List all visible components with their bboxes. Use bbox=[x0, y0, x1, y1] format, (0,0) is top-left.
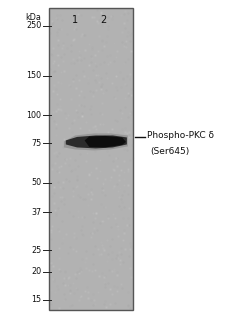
Bar bbox=[49, 8, 133, 310]
Polygon shape bbox=[85, 136, 126, 147]
Text: (Ser645): (Ser645) bbox=[150, 147, 190, 156]
Text: kDa: kDa bbox=[25, 13, 41, 22]
Text: 75: 75 bbox=[31, 139, 41, 148]
Text: 37: 37 bbox=[31, 208, 41, 217]
Text: 50: 50 bbox=[31, 178, 41, 187]
Text: 25: 25 bbox=[31, 246, 41, 255]
Text: 2: 2 bbox=[100, 15, 106, 25]
Text: 150: 150 bbox=[26, 71, 41, 80]
Text: Phospho-PKC δ: Phospho-PKC δ bbox=[147, 131, 214, 140]
Text: 250: 250 bbox=[26, 22, 41, 30]
Text: 20: 20 bbox=[31, 267, 41, 276]
Text: 1: 1 bbox=[72, 15, 78, 25]
Text: 100: 100 bbox=[26, 111, 41, 120]
Polygon shape bbox=[64, 134, 128, 151]
Text: 15: 15 bbox=[31, 296, 41, 305]
Polygon shape bbox=[66, 135, 127, 148]
